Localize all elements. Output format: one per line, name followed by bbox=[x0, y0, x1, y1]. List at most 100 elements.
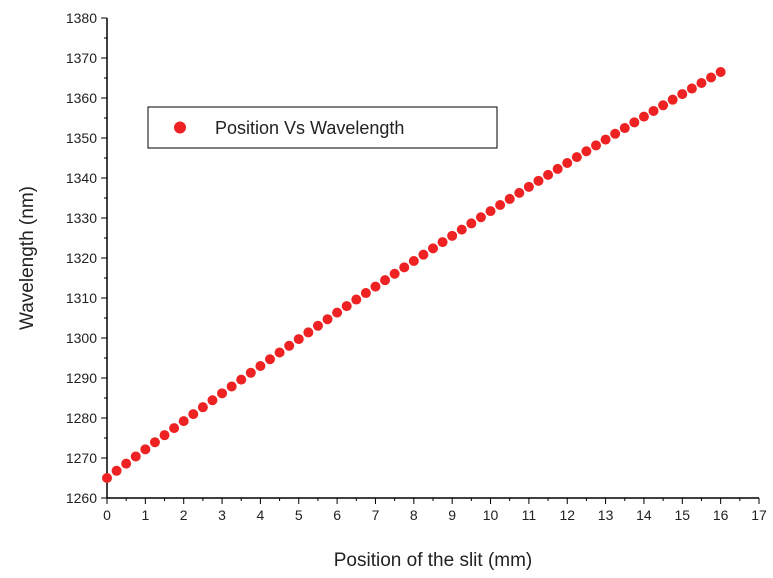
data-point bbox=[475, 212, 486, 223]
data-point bbox=[523, 181, 534, 192]
x-tick-label: 14 bbox=[636, 507, 652, 523]
data-point bbox=[638, 111, 649, 122]
y-tick-label: 1270 bbox=[66, 450, 97, 466]
x-tick-label: 5 bbox=[295, 507, 303, 523]
x-tick-label: 4 bbox=[257, 507, 265, 523]
data-point bbox=[677, 89, 688, 100]
y-axis-label: Wavelength (nm) bbox=[17, 186, 38, 330]
data-point bbox=[629, 117, 640, 128]
data-point bbox=[178, 416, 189, 427]
data-point bbox=[111, 465, 122, 476]
data-point bbox=[332, 307, 343, 318]
data-point bbox=[293, 334, 304, 345]
x-tick-label: 7 bbox=[372, 507, 380, 523]
data-point bbox=[706, 72, 717, 83]
data-point bbox=[562, 158, 573, 168]
data-point bbox=[303, 327, 314, 338]
y-tick-label: 1340 bbox=[66, 170, 97, 186]
data-point bbox=[456, 224, 467, 235]
x-tick-label: 10 bbox=[483, 507, 499, 523]
y-tick-label: 1330 bbox=[66, 210, 97, 226]
x-tick-label: 6 bbox=[333, 507, 341, 523]
x-tick-label: 16 bbox=[713, 507, 729, 523]
data-point bbox=[571, 152, 582, 163]
x-axis-ticks: 0 1 2 3 4 5 6 7 8 9 10 11 12 13 14 15 16 17 bbox=[103, 498, 767, 523]
data-point bbox=[485, 206, 496, 217]
x-tick-label: 2 bbox=[180, 507, 188, 523]
y-tick-label: 1320 bbox=[66, 250, 97, 266]
data-point bbox=[389, 268, 400, 279]
x-tick-label: 0 bbox=[103, 507, 111, 523]
data-point bbox=[197, 402, 208, 413]
data-point bbox=[408, 256, 419, 266]
data-point bbox=[514, 187, 525, 198]
data-point bbox=[341, 301, 352, 312]
y-axis-ticks: 1260 1270 1280 1290 1300 1310 1320 1330 1340 1350… bbox=[66, 10, 107, 506]
y-tick-label: 1370 bbox=[66, 50, 97, 66]
legend-box bbox=[147, 106, 498, 149]
y-tick-label: 1290 bbox=[66, 370, 97, 386]
data-point bbox=[207, 395, 218, 406]
data-point bbox=[466, 218, 477, 229]
y-tick-label: 1380 bbox=[66, 10, 97, 26]
data-point bbox=[312, 320, 323, 331]
x-tick-label: 9 bbox=[448, 507, 456, 523]
data-point bbox=[236, 374, 247, 385]
data-point bbox=[130, 451, 141, 462]
x-tick-label: 17 bbox=[751, 507, 767, 523]
data-point bbox=[351, 294, 362, 305]
data-point bbox=[360, 288, 371, 299]
data-point bbox=[188, 409, 199, 420]
legend-label: Position Vs Wavelength bbox=[215, 118, 404, 138]
x-axis-label: Position of the slit (mm) bbox=[334, 550, 533, 571]
data-point bbox=[543, 169, 554, 180]
data-point bbox=[399, 262, 410, 273]
y-tick-label: 1280 bbox=[66, 410, 97, 426]
data-point bbox=[322, 314, 333, 325]
data-point bbox=[418, 249, 429, 260]
data-point bbox=[619, 123, 630, 134]
data-point bbox=[447, 230, 458, 241]
data-point bbox=[226, 381, 237, 392]
data-point bbox=[370, 281, 381, 292]
x-tick-label: 15 bbox=[675, 507, 691, 523]
data-point bbox=[610, 128, 621, 139]
data-point bbox=[696, 77, 707, 88]
data-point bbox=[600, 134, 611, 145]
data-point bbox=[149, 437, 160, 448]
x-tick-label: 3 bbox=[218, 507, 226, 523]
data-point bbox=[121, 458, 132, 469]
data-point bbox=[495, 200, 506, 211]
legend-marker bbox=[174, 121, 186, 134]
x-tick-label: 1 bbox=[141, 507, 149, 523]
data-point bbox=[428, 243, 438, 254]
data-point bbox=[159, 430, 170, 441]
data-point bbox=[217, 388, 228, 399]
data-point bbox=[380, 275, 391, 286]
data-point bbox=[581, 146, 592, 157]
data-point bbox=[265, 354, 275, 365]
data-point bbox=[504, 193, 515, 204]
data-point bbox=[667, 94, 678, 105]
legend: Position Vs Wavelength bbox=[147, 106, 498, 149]
data-point bbox=[274, 347, 285, 358]
data-point bbox=[658, 100, 669, 111]
data-point bbox=[102, 473, 112, 483]
data-point bbox=[686, 83, 697, 94]
data-point bbox=[648, 105, 659, 116]
data-point bbox=[533, 175, 544, 186]
data-points bbox=[102, 67, 726, 483]
data-point bbox=[169, 423, 180, 434]
data-point bbox=[140, 444, 151, 455]
y-tick-label: 1360 bbox=[66, 90, 97, 106]
data-point bbox=[591, 140, 601, 151]
y-tick-label: 1260 bbox=[66, 490, 97, 506]
y-tick-label: 1300 bbox=[66, 330, 97, 346]
data-point bbox=[552, 163, 563, 174]
y-tick-label: 1350 bbox=[66, 130, 97, 146]
data-point bbox=[284, 340, 295, 351]
x-tick-label: 8 bbox=[410, 507, 418, 523]
data-point bbox=[255, 361, 266, 371]
y-tick-label: 1310 bbox=[66, 290, 97, 306]
